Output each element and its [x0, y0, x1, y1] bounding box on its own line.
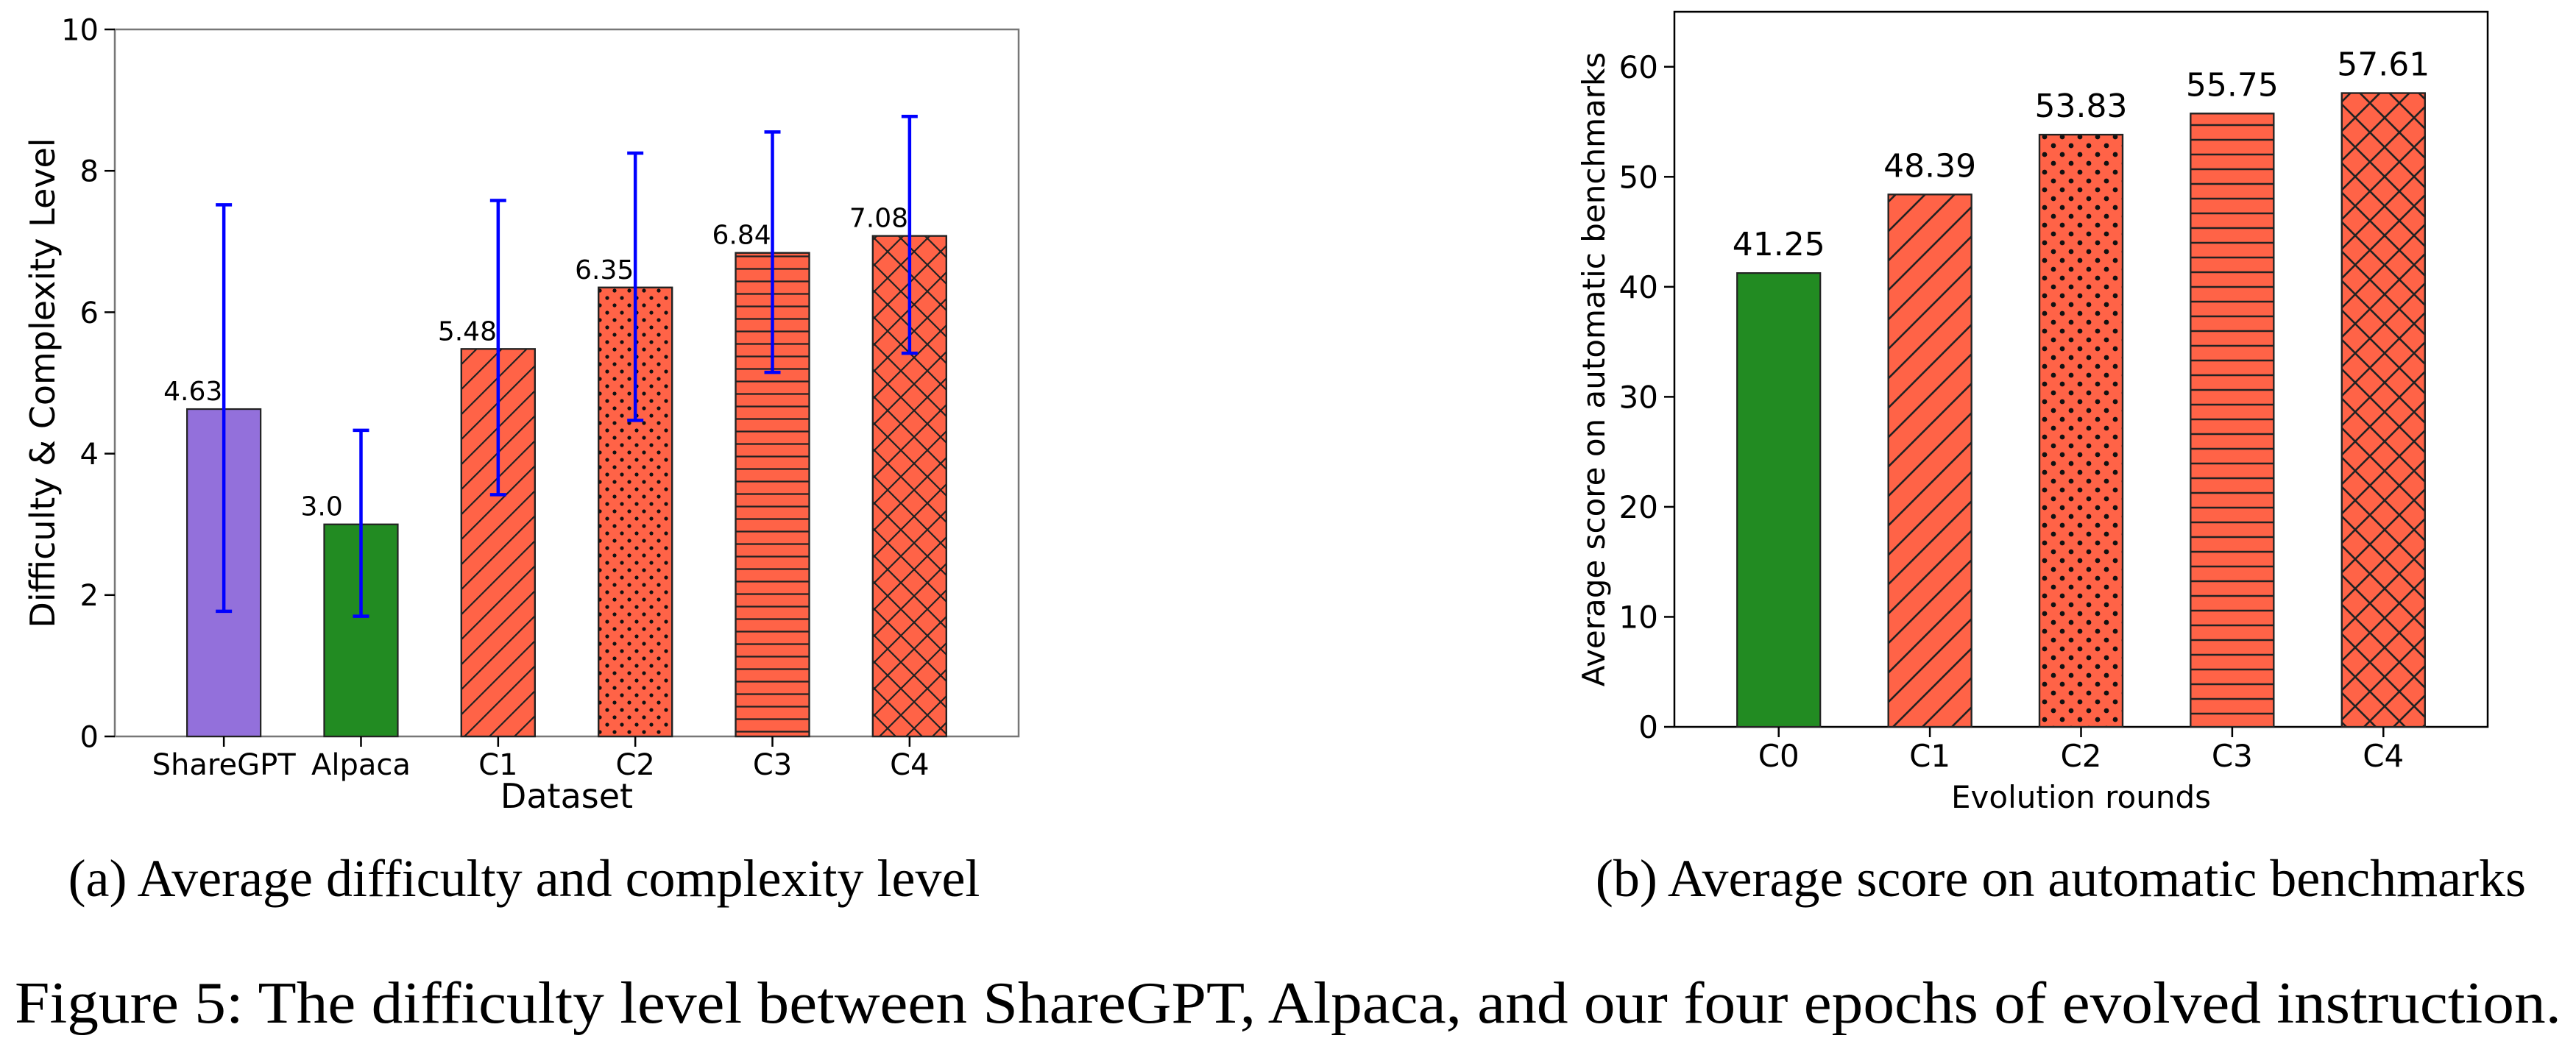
x-tick-label: C4 — [890, 748, 929, 782]
subcaption-b: (b) Average score on automatic benchmark… — [1596, 849, 2526, 908]
data-label: 7.08 — [849, 204, 908, 234]
y-tick-label: 30 — [1619, 380, 1658, 416]
data-label: 3.0 — [300, 492, 342, 522]
y-tick-label: 40 — [1619, 269, 1658, 305]
benchmark-score-chart: 0 10 20 30 40 50 60 C0 C1 C2 C3 C4 41.25 48.39 53.83 55… — [1576, 10, 2489, 815]
data-label: 53.83 — [2035, 88, 2128, 125]
y-tick-label: 0 — [80, 720, 99, 754]
data-label: 5.48 — [438, 316, 497, 347]
x-tick-label: C1 — [1909, 738, 1950, 774]
bar-hatch — [2340, 92, 2426, 728]
data-label: 55.75 — [2186, 66, 2279, 104]
y-tick-label: 6 — [80, 296, 99, 330]
x-tick-label: C0 — [1758, 738, 1800, 774]
plot-frame — [113, 28, 1020, 738]
y-tick-label: 50 — [1619, 159, 1658, 195]
x-tick-label: C3 — [2212, 738, 2253, 774]
y-axis-label: Average score on automatic benchmarks — [1576, 52, 1612, 686]
x-axis-label: Evolution rounds — [1951, 779, 2211, 815]
data-label: 57.61 — [2337, 46, 2430, 84]
y-tick-label: 60 — [1619, 49, 1658, 85]
figure-caption: Figure 5: The difficulty level between S… — [15, 971, 2561, 1036]
bar-hatch — [2190, 113, 2275, 728]
bar-hatch — [2038, 133, 2124, 728]
y-tick-label: 10 — [1619, 600, 1658, 636]
x-axis-label: Dataset — [500, 776, 633, 816]
x-tick-label: C3 — [753, 748, 792, 782]
y-tick-label: 8 — [80, 155, 99, 189]
y-tick-label: 4 — [80, 438, 99, 472]
data-label: 4.63 — [163, 377, 222, 407]
x-tick-label: C1 — [478, 748, 517, 782]
data-label: 6.35 — [575, 255, 634, 285]
data-label: 6.84 — [712, 221, 771, 251]
y-tick-label: 0 — [1638, 709, 1658, 745]
y-tick-label: 20 — [1619, 489, 1658, 525]
subcaption-a: (a) Average difficulty and complexity le… — [68, 849, 980, 908]
y-tick-label: 2 — [80, 579, 99, 613]
x-tick-label: Alpaca — [311, 748, 411, 782]
x-tick-label: ShareGPT — [152, 748, 297, 782]
data-label: 41.25 — [1733, 226, 1825, 263]
data-label: 48.39 — [1883, 147, 1976, 185]
bar — [1736, 272, 1822, 728]
y-tick-label: 10 — [61, 13, 99, 47]
bar-hatch — [1887, 193, 1972, 728]
x-tick-label: C4 — [2363, 738, 2404, 774]
x-tick-label: C2 — [615, 748, 654, 782]
x-tick-label: C2 — [2060, 738, 2101, 774]
difficulty-chart: 0 2 4 6 8 10 ShareGPT Alpaca C1 C2 C3 C4 4.63 3.0 5.48… — [23, 13, 1020, 816]
y-axis-label: Difficulty & Complexity Level — [23, 138, 63, 628]
